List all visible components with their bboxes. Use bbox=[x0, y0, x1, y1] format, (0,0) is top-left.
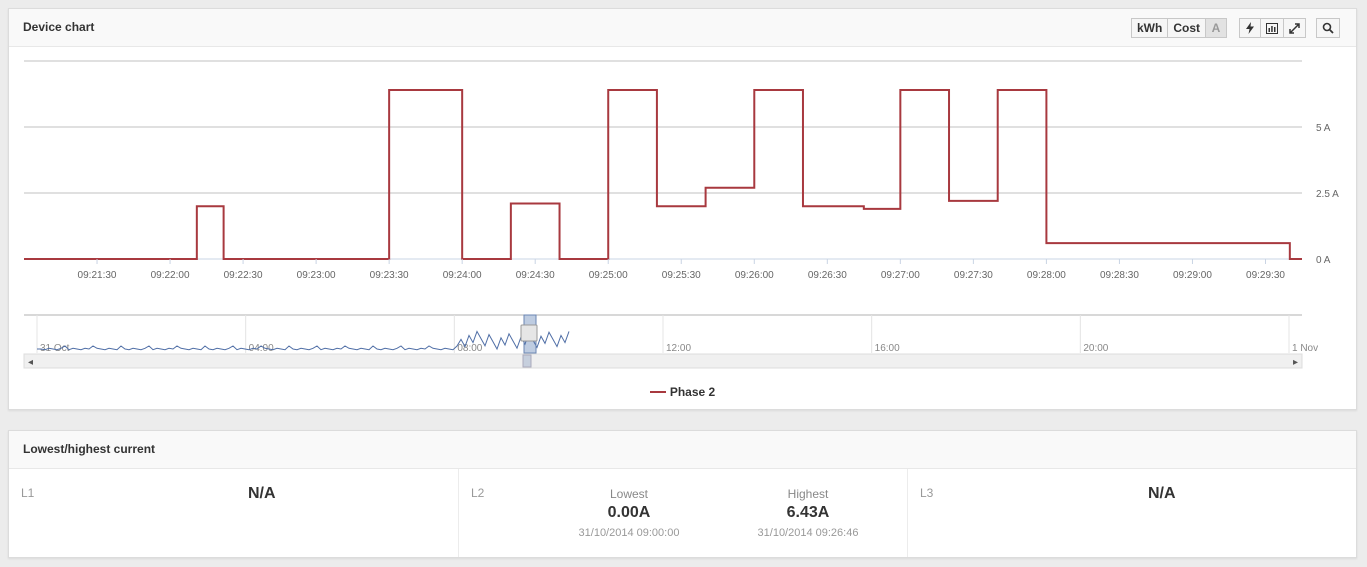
x-tick-label: 09:22:00 bbox=[151, 270, 190, 281]
navigator-label: 04:00 bbox=[249, 343, 274, 354]
x-tick-label: 09:25:00 bbox=[589, 270, 628, 281]
phase-l1-label: L1 bbox=[21, 486, 35, 500]
l2-highest-label: Highest bbox=[787, 487, 829, 501]
navigator-series bbox=[37, 330, 570, 351]
x-tick-label: 09:27:00 bbox=[881, 270, 920, 281]
l2-highest-stat: Highest 6.43A 31/10/2014 09:26:46 bbox=[728, 487, 888, 539]
cost-button[interactable]: Cost bbox=[1167, 18, 1207, 38]
expand-icon bbox=[1289, 22, 1300, 34]
x-tick-label: 09:29:30 bbox=[1246, 270, 1285, 281]
device-chart: 09:21:30 09:22:00 09:22:30 09:23:00 09:23:30… bbox=[23, 60, 1339, 369]
navigator-scrollbar[interactable] bbox=[23, 353, 1303, 369]
l2-highest-value: 6.43A bbox=[786, 504, 830, 521]
stats-panel-title: Lowest/highest current bbox=[23, 442, 156, 456]
navigator-label: 20:00 bbox=[1083, 343, 1108, 354]
zoom-icon bbox=[1322, 22, 1334, 34]
kwh-button[interactable]: kWh bbox=[1131, 18, 1169, 38]
bar-chart-icon bbox=[1266, 22, 1278, 34]
scroll-left-arrow[interactable]: ◂ bbox=[28, 357, 33, 368]
y-tick-label: 2.5 A bbox=[1316, 189, 1339, 200]
x-tick-label: 09:28:30 bbox=[1100, 270, 1139, 281]
x-tick-label: 09:28:00 bbox=[1027, 270, 1066, 281]
amp-button[interactable]: A bbox=[1205, 18, 1228, 38]
unit-toggle-group: kWh Cost A bbox=[1131, 18, 1228, 38]
phase-l2-column: L2 Lowest 0.00A 31/10/2014 09:00:00 High… bbox=[459, 469, 908, 557]
phase-l1-column: L1 N/A bbox=[9, 469, 459, 557]
zoom-button[interactable] bbox=[1316, 18, 1340, 38]
chart-legend[interactable]: Phase 2 bbox=[9, 385, 1356, 399]
y-tick-label: 0 A bbox=[1316, 255, 1331, 266]
l2-lowest-date: 31/10/2014 09:00:00 bbox=[578, 527, 680, 539]
l2-lowest-stat: Lowest 0.00A 31/10/2014 09:00:00 bbox=[549, 487, 709, 539]
navigator-label: 08:00 bbox=[457, 343, 482, 354]
l2-lowest-value: 0.00A bbox=[607, 504, 651, 521]
zoom-group bbox=[1316, 18, 1340, 38]
power-view-button[interactable] bbox=[1239, 18, 1261, 38]
legend-label-phase-2: Phase 2 bbox=[669, 385, 716, 399]
x-tick-label: 09:29:00 bbox=[1173, 270, 1212, 281]
x-tick-label: 09:26:30 bbox=[808, 270, 847, 281]
navigator-label: 31 Oct bbox=[40, 343, 70, 354]
phase-l3-label: L3 bbox=[920, 486, 934, 500]
l2-highest-date: 31/10/2014 09:26:46 bbox=[757, 527, 859, 539]
x-tick-label: 09:24:00 bbox=[443, 270, 482, 281]
phase-l2-label: L2 bbox=[471, 486, 485, 500]
stats-panel-header: Lowest/highest current bbox=[9, 431, 1356, 469]
expand-button[interactable] bbox=[1283, 18, 1306, 38]
current-stats-panel: Lowest/highest current L1 N/A L2 Lowest … bbox=[8, 430, 1357, 558]
navigator-label: 16:00 bbox=[875, 343, 900, 354]
y-tick-label: 5 A bbox=[1316, 123, 1331, 134]
scroll-right-arrow[interactable]: ▸ bbox=[1293, 357, 1298, 368]
x-tick-label: 09:23:30 bbox=[370, 270, 409, 281]
l2-lowest-label: Lowest bbox=[609, 487, 649, 501]
navigator-label: 12:00 bbox=[666, 343, 691, 354]
navigator-label: 1 Nov bbox=[1292, 343, 1318, 354]
x-tick-label: 09:23:00 bbox=[297, 270, 336, 281]
x-tick-label: 09:21:30 bbox=[78, 270, 117, 281]
legend-swatch-phase-2 bbox=[649, 391, 666, 393]
x-tick-label: 09:22:30 bbox=[224, 270, 263, 281]
chart-panel-header: Device chart kWh Cost A bbox=[9, 9, 1356, 47]
series-line-phase-2[interactable] bbox=[24, 89, 1302, 260]
phase-l3-value: N/A bbox=[1148, 485, 1176, 502]
phase-l3-column: L3 N/A bbox=[908, 469, 1356, 557]
device-chart-panel: Device chart kWh Cost A 09:21:30 09:22:0 bbox=[8, 8, 1357, 410]
chart-panel-title: Device chart bbox=[23, 20, 95, 34]
view-toggle-group bbox=[1239, 18, 1306, 38]
x-tick-label: 09:27:30 bbox=[954, 270, 993, 281]
phase-l1-value: N/A bbox=[248, 485, 276, 502]
navigator-scroll-thumb[interactable] bbox=[522, 354, 532, 368]
x-tick-label: 09:24:30 bbox=[516, 270, 555, 281]
navigator-handle[interactable] bbox=[520, 324, 538, 342]
lightning-icon bbox=[1246, 22, 1254, 34]
x-tick-label: 09:26:00 bbox=[735, 270, 774, 281]
x-tick-label: 09:25:30 bbox=[662, 270, 701, 281]
